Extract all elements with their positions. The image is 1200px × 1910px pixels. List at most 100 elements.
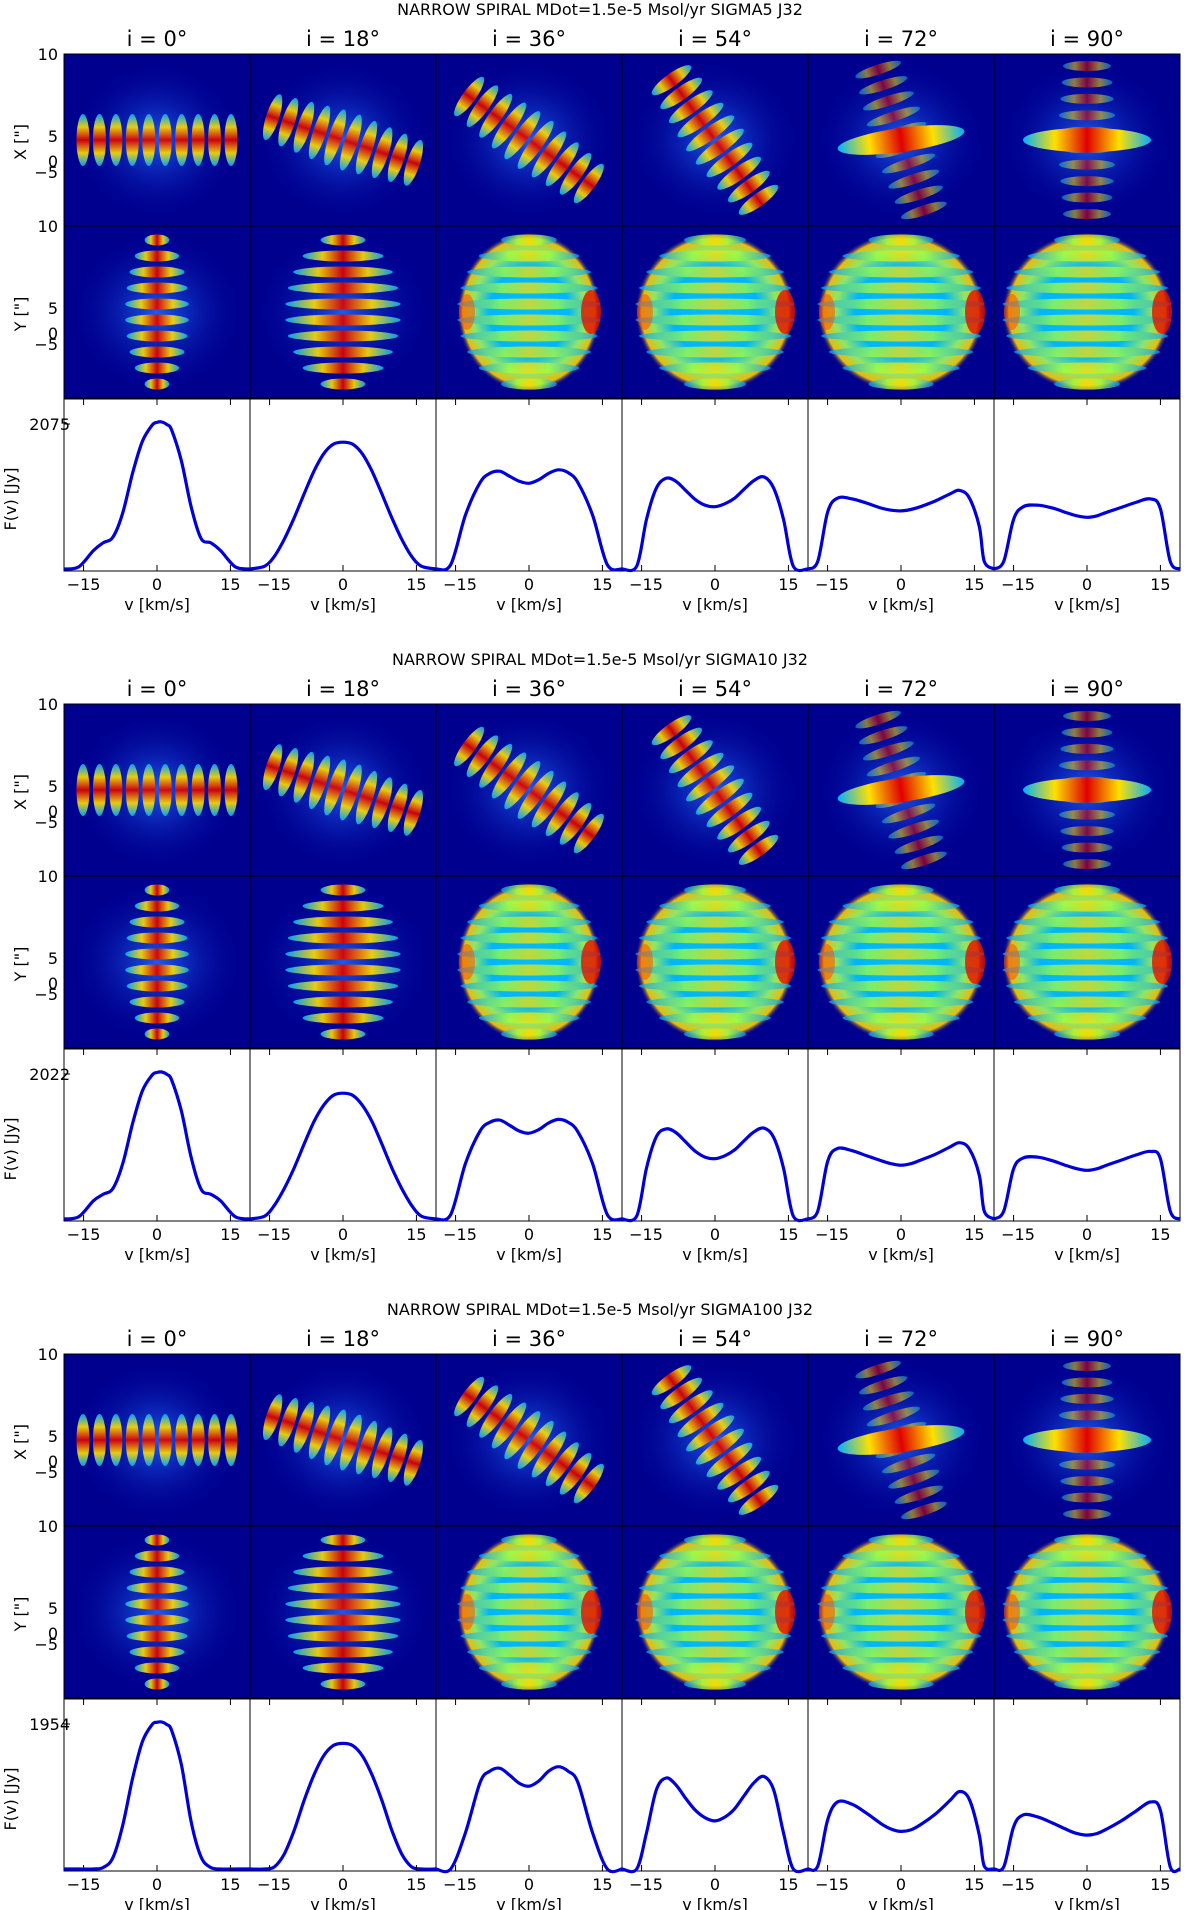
emission-band: [478, 1662, 580, 1674]
emission-band: [1013, 1566, 1161, 1578]
emission-band: [478, 250, 580, 262]
spectrum-line: [249, 1741, 437, 1871]
emission-band: [517, 120, 554, 169]
velocity-axis-label: v [km/s]: [868, 1245, 934, 1264]
emission-bands: [262, 94, 424, 186]
velocity-axis-label: v [km/s]: [682, 1895, 748, 1910]
limb-hotspot: [775, 1590, 795, 1634]
emission-band: [339, 1414, 362, 1471]
emission-band: [403, 1439, 424, 1486]
emission-band: [868, 378, 934, 390]
emission-band: [208, 114, 222, 166]
emission-core: [1023, 128, 1151, 152]
spectrum-panel: −15 0 15 v [km/s]: [249, 1698, 437, 1910]
velocity-tick-label: 15: [964, 1225, 984, 1244]
emission-band: [129, 1566, 185, 1578]
emission-band: [1061, 842, 1113, 853]
y-map-panel: [435, 225, 623, 399]
emission-band: [1054, 1678, 1120, 1690]
inclination-label: i = 0°: [127, 1327, 188, 1351]
emission-band: [646, 266, 784, 278]
emission-band: [324, 759, 347, 816]
limb-hotspot: [637, 294, 653, 330]
velocity-tick-label: 0: [896, 1875, 906, 1894]
emission-band: [894, 835, 943, 854]
velocity-tick-label: −15: [815, 1875, 849, 1894]
map-glow: [257, 710, 429, 870]
emission-band: [208, 764, 222, 816]
emission-band: [457, 1598, 601, 1610]
emission-band: [1061, 727, 1113, 738]
emission-band: [695, 128, 744, 165]
limb-hotspot: [459, 1594, 475, 1630]
panel-block-1: NARROW SPIRAL MDot=1.5e-5 Msol/yr SIGMA5…: [1, 0, 1182, 614]
emission-band: [559, 152, 592, 195]
emission-band: [478, 900, 580, 912]
y-map-panel: [807, 875, 995, 1049]
velocity-axis-label: v [km/s]: [310, 1895, 376, 1910]
y-map-panel: [249, 875, 437, 1049]
spectrum-panel: −15 0 15 v [km/s]: [435, 1698, 623, 1910]
inclination-label: i = 72°: [864, 27, 938, 51]
emission-band: [285, 314, 401, 326]
emission-band: [635, 314, 795, 326]
emission-band: [144, 234, 170, 246]
y-map-tick-label: 10: [38, 867, 58, 886]
x-map-panel: [993, 703, 1181, 877]
x-map-panel: [621, 53, 809, 227]
velocity-axis-label: v [km/s]: [310, 595, 376, 614]
spectrum-line: [64, 1720, 250, 1871]
emission-band: [635, 948, 795, 960]
x-map-panel: [807, 703, 995, 877]
emission-band: [660, 1377, 703, 1410]
y-map-tick-label: 10: [38, 1517, 58, 1536]
emission-band: [559, 802, 592, 845]
emission-band: [460, 1630, 598, 1642]
velocity-tick-label: −15: [67, 1225, 101, 1244]
emission-band: [76, 764, 90, 816]
panel-frame: [63, 1698, 251, 1872]
emission-band: [842, 250, 960, 262]
emission-band: [545, 1442, 579, 1487]
emission-band: [1027, 1550, 1147, 1562]
panel-frame: [807, 398, 995, 572]
y-map-panel: [993, 1525, 1181, 1699]
emission-band: [706, 1442, 753, 1478]
velocity-tick-label: −15: [629, 1875, 663, 1894]
y-map-panel: [621, 225, 809, 399]
emission-band: [387, 1433, 408, 1482]
emission-band: [686, 765, 735, 802]
y-map-panel: [435, 875, 623, 1049]
emission-band: [1060, 1393, 1114, 1404]
emission-band: [466, 1385, 499, 1428]
velocity-axis-label: v [km/s]: [868, 595, 934, 614]
spectrum-panel: −15 0 15 v [km/s]: [993, 1698, 1181, 1910]
emission-band: [1063, 1509, 1111, 1519]
limb-hotspot: [965, 1590, 985, 1634]
y-map-panel: [63, 875, 251, 1049]
emission-band: [1054, 884, 1120, 896]
velocity-tick-label: 15: [592, 1225, 612, 1244]
emission-band: [491, 1402, 527, 1449]
y-map-panel: [993, 875, 1181, 1049]
emission-band: [287, 1582, 399, 1594]
panel-frame: [249, 1698, 437, 1872]
x-map-tick-label: 10: [38, 695, 58, 714]
emission-band: [129, 916, 185, 928]
spectrum-line: [992, 1149, 1182, 1221]
limb-hotspot: [965, 290, 985, 334]
emission-band: [1054, 378, 1120, 390]
panel-frame: [435, 1048, 623, 1222]
emission-band: [287, 980, 399, 992]
emission-band: [894, 1485, 943, 1504]
x-map-tick-label: 0: [48, 152, 58, 171]
y-map-axis-label: Y ["]: [11, 947, 30, 983]
velocity-tick-label: 0: [152, 575, 162, 594]
panel-frame: [993, 1698, 1181, 1872]
emission-band: [285, 298, 401, 310]
emission-band: [531, 781, 567, 828]
velocity-axis-label: v [km/s]: [496, 1895, 562, 1910]
panel-frame: [63, 398, 251, 572]
x-map-panel: [621, 703, 809, 877]
inclination-label: i = 72°: [864, 677, 938, 701]
